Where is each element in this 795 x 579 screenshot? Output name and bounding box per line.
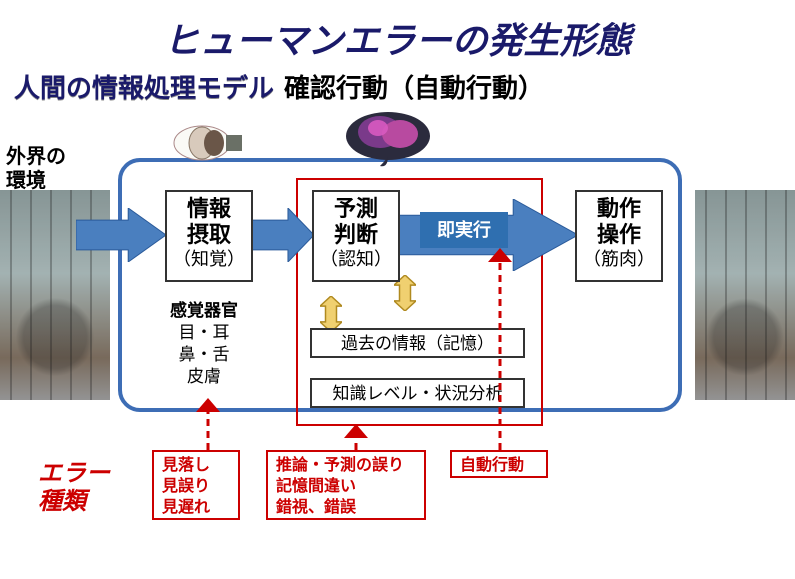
error-line: 錯視、錯誤	[276, 498, 416, 519]
error-label-l1: エラー	[38, 460, 110, 488]
error-arrow-1	[196, 398, 220, 450]
yellow-arrow-memory	[320, 296, 342, 332]
error-line: 見落し	[162, 456, 230, 477]
error-box-intake: 見落し見誤り見遅れ	[152, 450, 240, 520]
senses-l2: 鼻・舌	[170, 344, 238, 366]
stage-action-t2: 操作	[577, 222, 661, 248]
stage-action-sub: （筋肉）	[577, 249, 661, 271]
error-line: 記憶間違い	[276, 477, 416, 498]
error-arrow-2	[344, 424, 368, 450]
stage-intake-t1: 情報	[167, 196, 251, 222]
stage-judge: 予測 判断 （認知）	[312, 190, 400, 282]
stage-action: 動作 操作 （筋肉）	[575, 190, 663, 282]
ext-line1: 外界の	[6, 145, 66, 169]
stage-judge-sub: （認知）	[314, 249, 398, 271]
error-line: 推論・予測の誤り	[276, 456, 416, 477]
sense-organs-list: 感覚器官 目・耳 鼻・舌 皮膚	[170, 300, 238, 388]
subtitle-confirm: 確認行動（自動行動）	[284, 68, 544, 105]
senses-l1: 目・耳	[170, 322, 238, 344]
bg-photo-right	[695, 190, 795, 400]
instant-exec-box: 即実行	[420, 212, 508, 248]
flow-arrow-mid	[252, 208, 314, 262]
senses-title: 感覚器官	[170, 300, 238, 322]
subtitle-row: 人間の情報処理モデル 確認行動（自動行動）	[0, 64, 795, 105]
stage-judge-t1: 予測	[314, 196, 398, 222]
stage-judge-t2: 判断	[314, 222, 398, 248]
error-box-auto: 自動行動	[450, 450, 548, 478]
error-line: 見誤り	[162, 477, 230, 498]
stage-intake-t2: 摂取	[167, 222, 251, 248]
eye-icon	[172, 122, 245, 164]
slide-title: ヒューマンエラーの発生形態	[0, 0, 795, 64]
error-line: 自動行動	[460, 456, 538, 477]
flow-arrow-in	[76, 208, 166, 262]
subtitle-model: 人間の情報処理モデル	[14, 68, 274, 105]
external-env-label: 外界の 環境	[6, 145, 66, 193]
error-line: 見遅れ	[162, 498, 230, 519]
error-box-judge: 推論・予測の誤り記憶間違い錯視、錯誤	[266, 450, 426, 520]
stage-intake: 情報 摂取 （知覚）	[165, 190, 253, 282]
error-label-l2: 種類	[38, 488, 110, 516]
error-types-label: エラー 種類	[38, 460, 110, 515]
senses-l3: 皮膚	[170, 366, 238, 388]
stage-intake-sub: （知覚）	[167, 249, 251, 271]
brain-icon	[340, 110, 436, 168]
stage-action-t1: 動作	[577, 196, 661, 222]
error-arrow-3	[488, 248, 512, 450]
